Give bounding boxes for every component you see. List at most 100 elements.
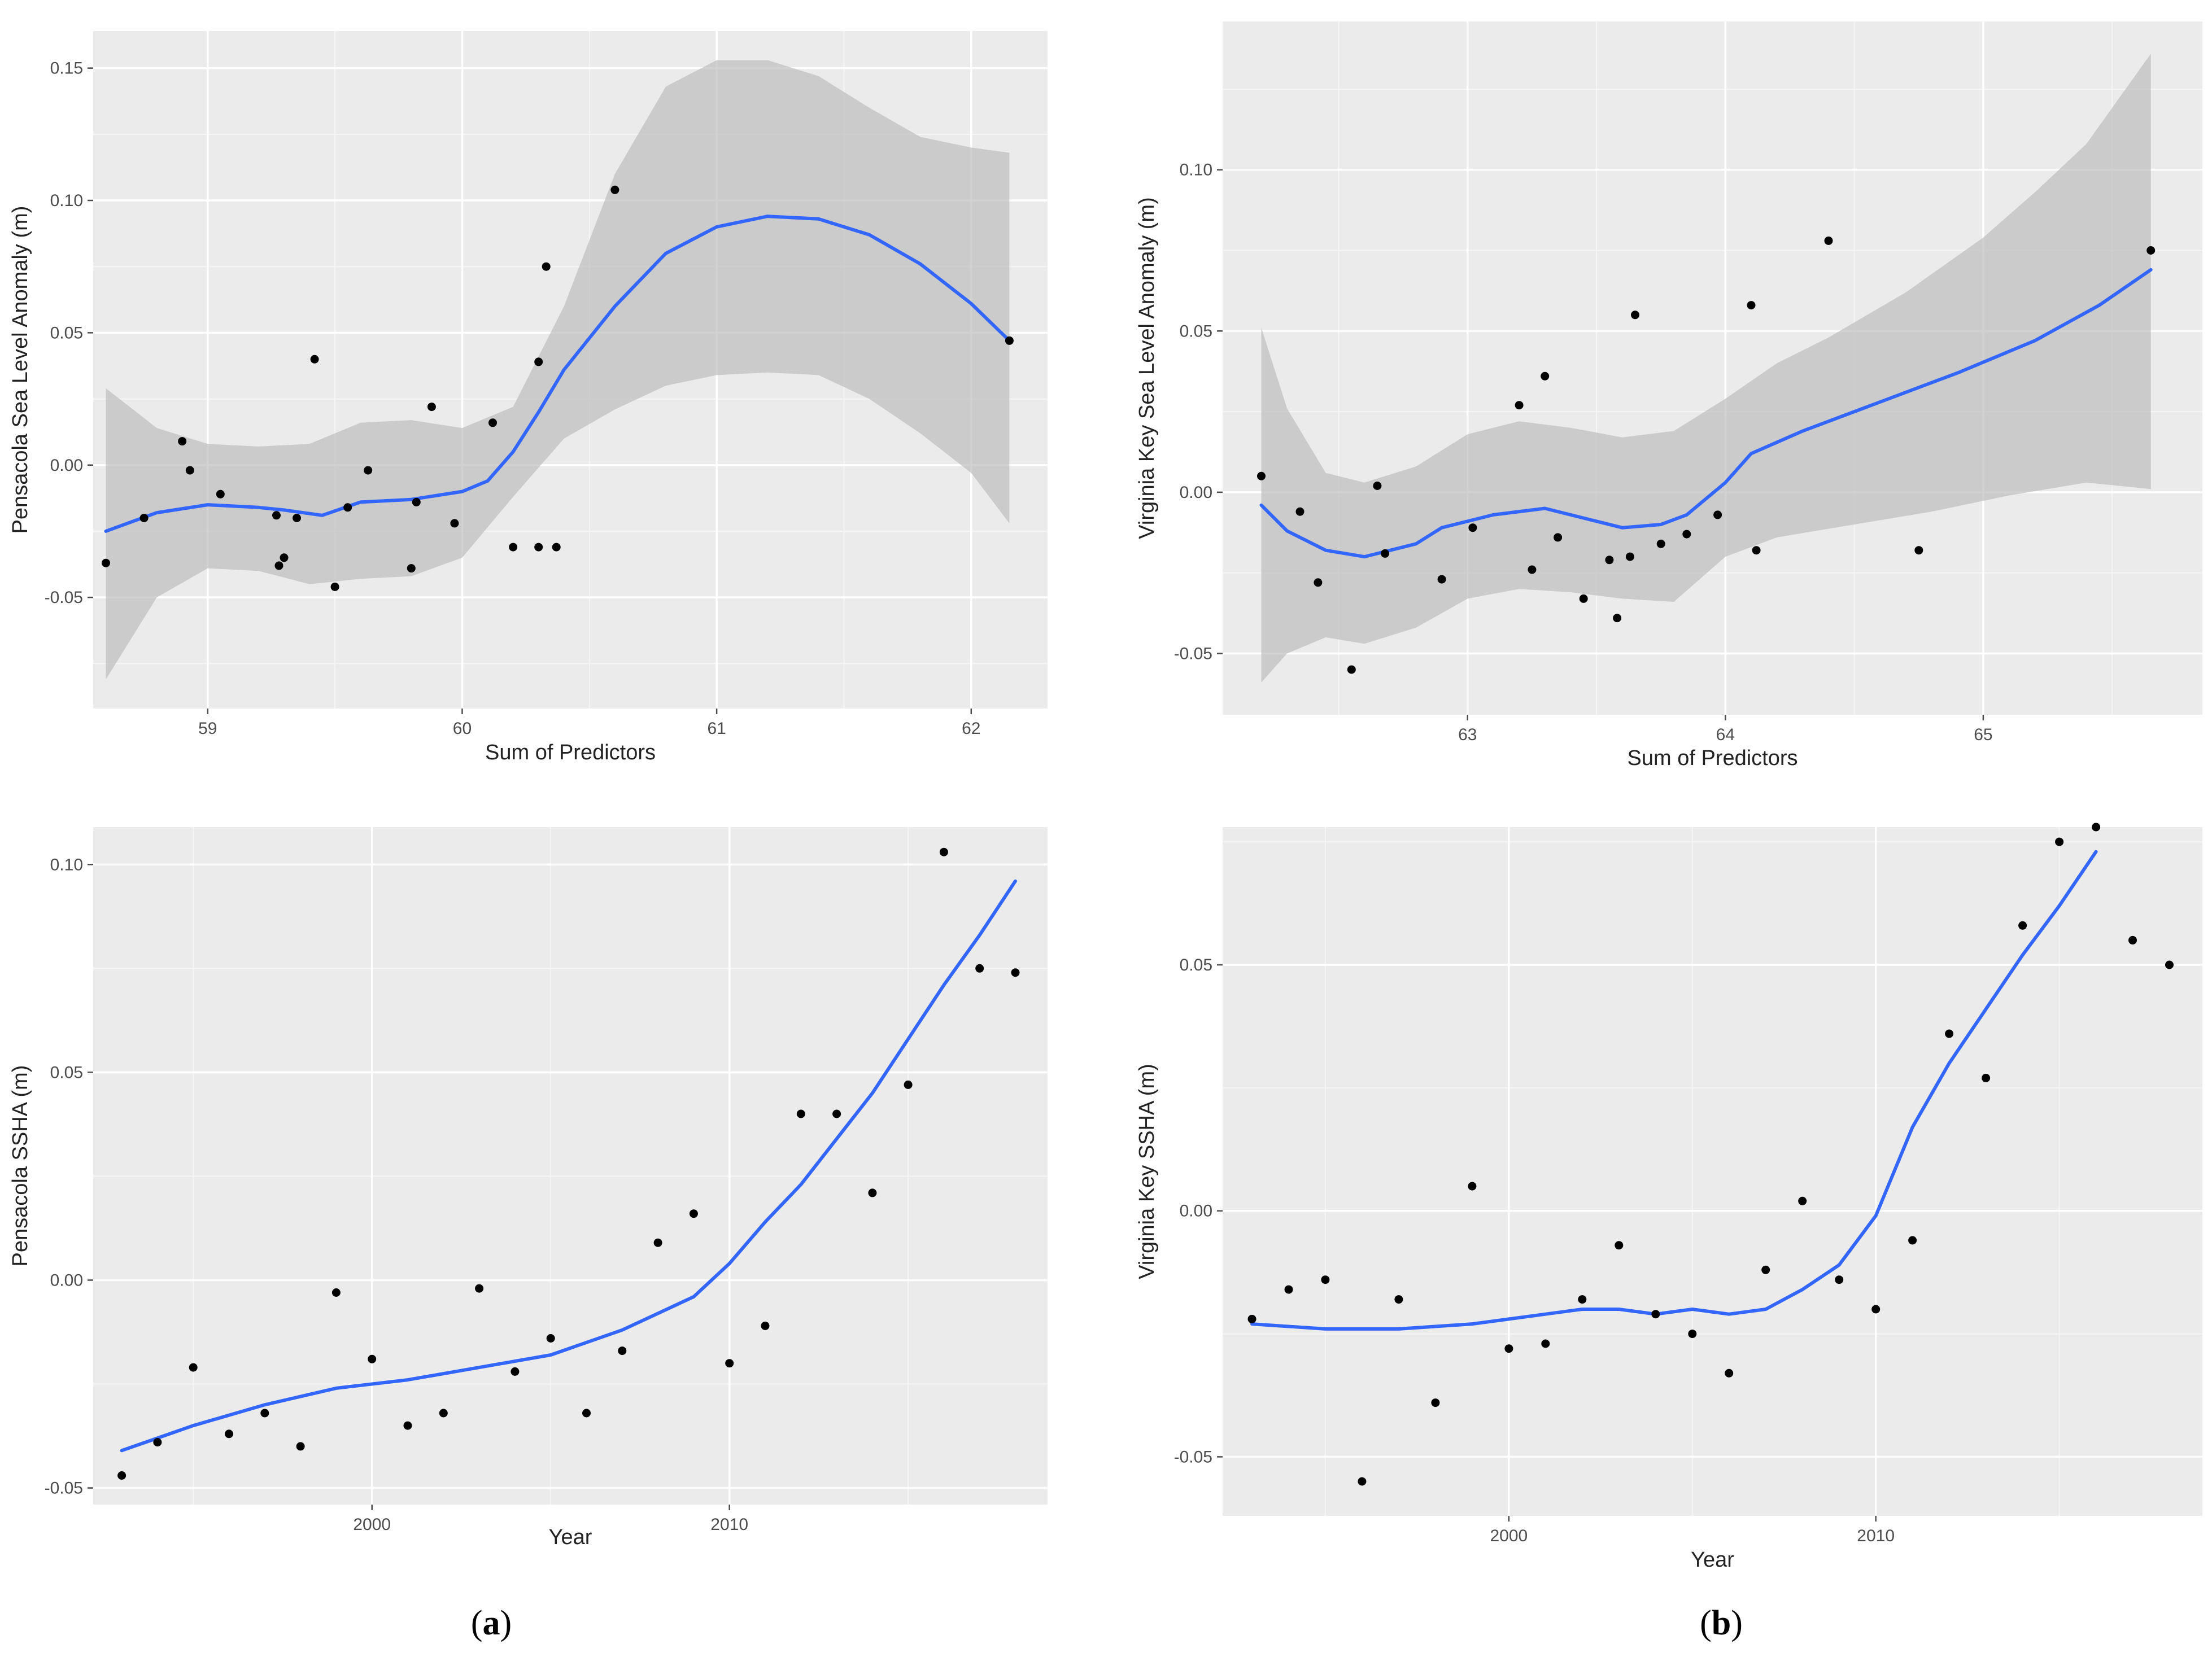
data-point <box>368 1354 377 1363</box>
data-point <box>364 466 373 475</box>
data-point <box>1468 523 1477 532</box>
data-point <box>412 497 421 506</box>
data-point <box>534 357 543 366</box>
data-point <box>488 418 497 427</box>
data-point <box>1578 1295 1587 1304</box>
data-point <box>178 437 187 446</box>
y-axis-title: Virginia Key SSHA (m) <box>1135 1064 1159 1279</box>
data-point <box>1431 1398 1440 1407</box>
x-tick-label: 64 <box>1716 725 1735 744</box>
y-tick-label: 0.10 <box>50 191 83 210</box>
data-point <box>1528 565 1537 574</box>
data-point <box>153 1438 162 1447</box>
data-point <box>403 1421 412 1430</box>
y-axis-title: Pensacola SSHA (m) <box>8 1065 32 1267</box>
data-point <box>582 1409 591 1418</box>
data-point <box>904 1080 913 1089</box>
data-point <box>1752 546 1761 555</box>
data-point <box>546 1334 555 1343</box>
data-point <box>1468 1182 1477 1191</box>
data-point <box>618 1346 627 1356</box>
x-axis-title: Year <box>1691 1548 1734 1572</box>
data-point <box>1914 546 1923 555</box>
data-point <box>975 964 984 973</box>
data-point <box>260 1409 269 1418</box>
data-point <box>1314 578 1323 587</box>
x-tick-label: 59 <box>198 719 217 738</box>
x-axis-title: Sum of Predictors <box>1628 746 1798 770</box>
y-axis-title: Pensacola Sea Level Anomaly (m) <box>8 206 32 534</box>
data-point <box>293 514 301 522</box>
y-tick-label: -0.05 <box>45 588 83 607</box>
data-point <box>1011 968 1020 977</box>
data-point <box>274 561 283 570</box>
confidence-band <box>1261 54 2151 683</box>
plot-panel <box>93 827 1048 1505</box>
data-point <box>1247 1314 1256 1323</box>
data-point <box>1373 482 1382 490</box>
data-point <box>1725 1369 1734 1378</box>
y-tick-label: 0.00 <box>50 456 83 475</box>
y-tick-label: 0.00 <box>1180 1202 1212 1221</box>
data-point <box>653 1238 662 1247</box>
data-point <box>725 1359 734 1368</box>
data-point <box>511 1367 520 1376</box>
data-point <box>2128 935 2137 945</box>
data-point <box>1871 1305 1881 1314</box>
data-point <box>189 1363 198 1372</box>
y-tick-label: 0.05 <box>1180 322 1212 340</box>
chart-b-top: -0.05 0.00 0.05 0.10 63 64 65 Sum of Predictors… <box>1135 21 2202 770</box>
data-point <box>2092 823 2101 832</box>
data-point <box>1541 371 1550 381</box>
y-tick-label: -0.05 <box>45 1479 83 1498</box>
data-point <box>216 489 225 499</box>
y-tick-label: -0.05 <box>1174 1448 1212 1466</box>
data-point <box>1579 594 1588 603</box>
data-point <box>1798 1196 1807 1205</box>
data-point <box>185 466 194 475</box>
data-point <box>139 514 149 522</box>
data-point <box>689 1209 698 1218</box>
data-point <box>534 543 543 552</box>
data-point <box>310 355 319 364</box>
data-point <box>509 543 518 552</box>
smooth-fit-line <box>1259 268 2153 559</box>
chart-a-top: -0.05 0.00 0.05 0.10 0.15 59 60 61 62 Sum of Pred… <box>8 31 1048 764</box>
data-point <box>1908 1236 1917 1245</box>
y-tick-label: 0.10 <box>50 855 83 874</box>
x-tick-label: 60 <box>453 719 472 738</box>
x-tick-label: 2000 <box>1490 1527 1528 1545</box>
data-point <box>1651 1310 1660 1319</box>
data-point <box>1541 1339 1550 1348</box>
data-point <box>542 262 551 271</box>
panel-label-a: (a) <box>471 1604 512 1642</box>
x-tick-label: 62 <box>962 719 980 738</box>
data-point <box>1835 1275 1844 1284</box>
data-point <box>1295 507 1304 516</box>
data-point <box>1257 471 1266 480</box>
x-tick-label: 63 <box>1458 725 1477 744</box>
data-point <box>427 403 436 412</box>
smooth-fit-line <box>120 879 1017 1453</box>
x-tick-label: 2010 <box>1857 1527 1895 1545</box>
data-point <box>1824 236 1833 245</box>
smooth-fit-line <box>1250 850 2098 1331</box>
data-point <box>450 519 459 528</box>
smooth-fit-line <box>104 215 1011 533</box>
data-point <box>225 1429 233 1439</box>
panel-label-b: (b) <box>1700 1604 1743 1642</box>
data-point <box>761 1321 770 1330</box>
data-point <box>280 553 289 562</box>
data-point <box>1656 539 1665 548</box>
data-point <box>407 564 416 573</box>
data-point <box>1284 1285 1293 1294</box>
data-point <box>1982 1073 1991 1082</box>
data-point <box>796 1109 805 1118</box>
data-point <box>1321 1275 1330 1284</box>
y-tick-label: 0.05 <box>50 1063 83 1082</box>
y-tick-label: 0.00 <box>50 1271 83 1289</box>
data-point <box>1761 1265 1770 1274</box>
data-point <box>1347 665 1356 674</box>
data-point <box>2055 837 2064 846</box>
data-point <box>1554 533 1563 542</box>
